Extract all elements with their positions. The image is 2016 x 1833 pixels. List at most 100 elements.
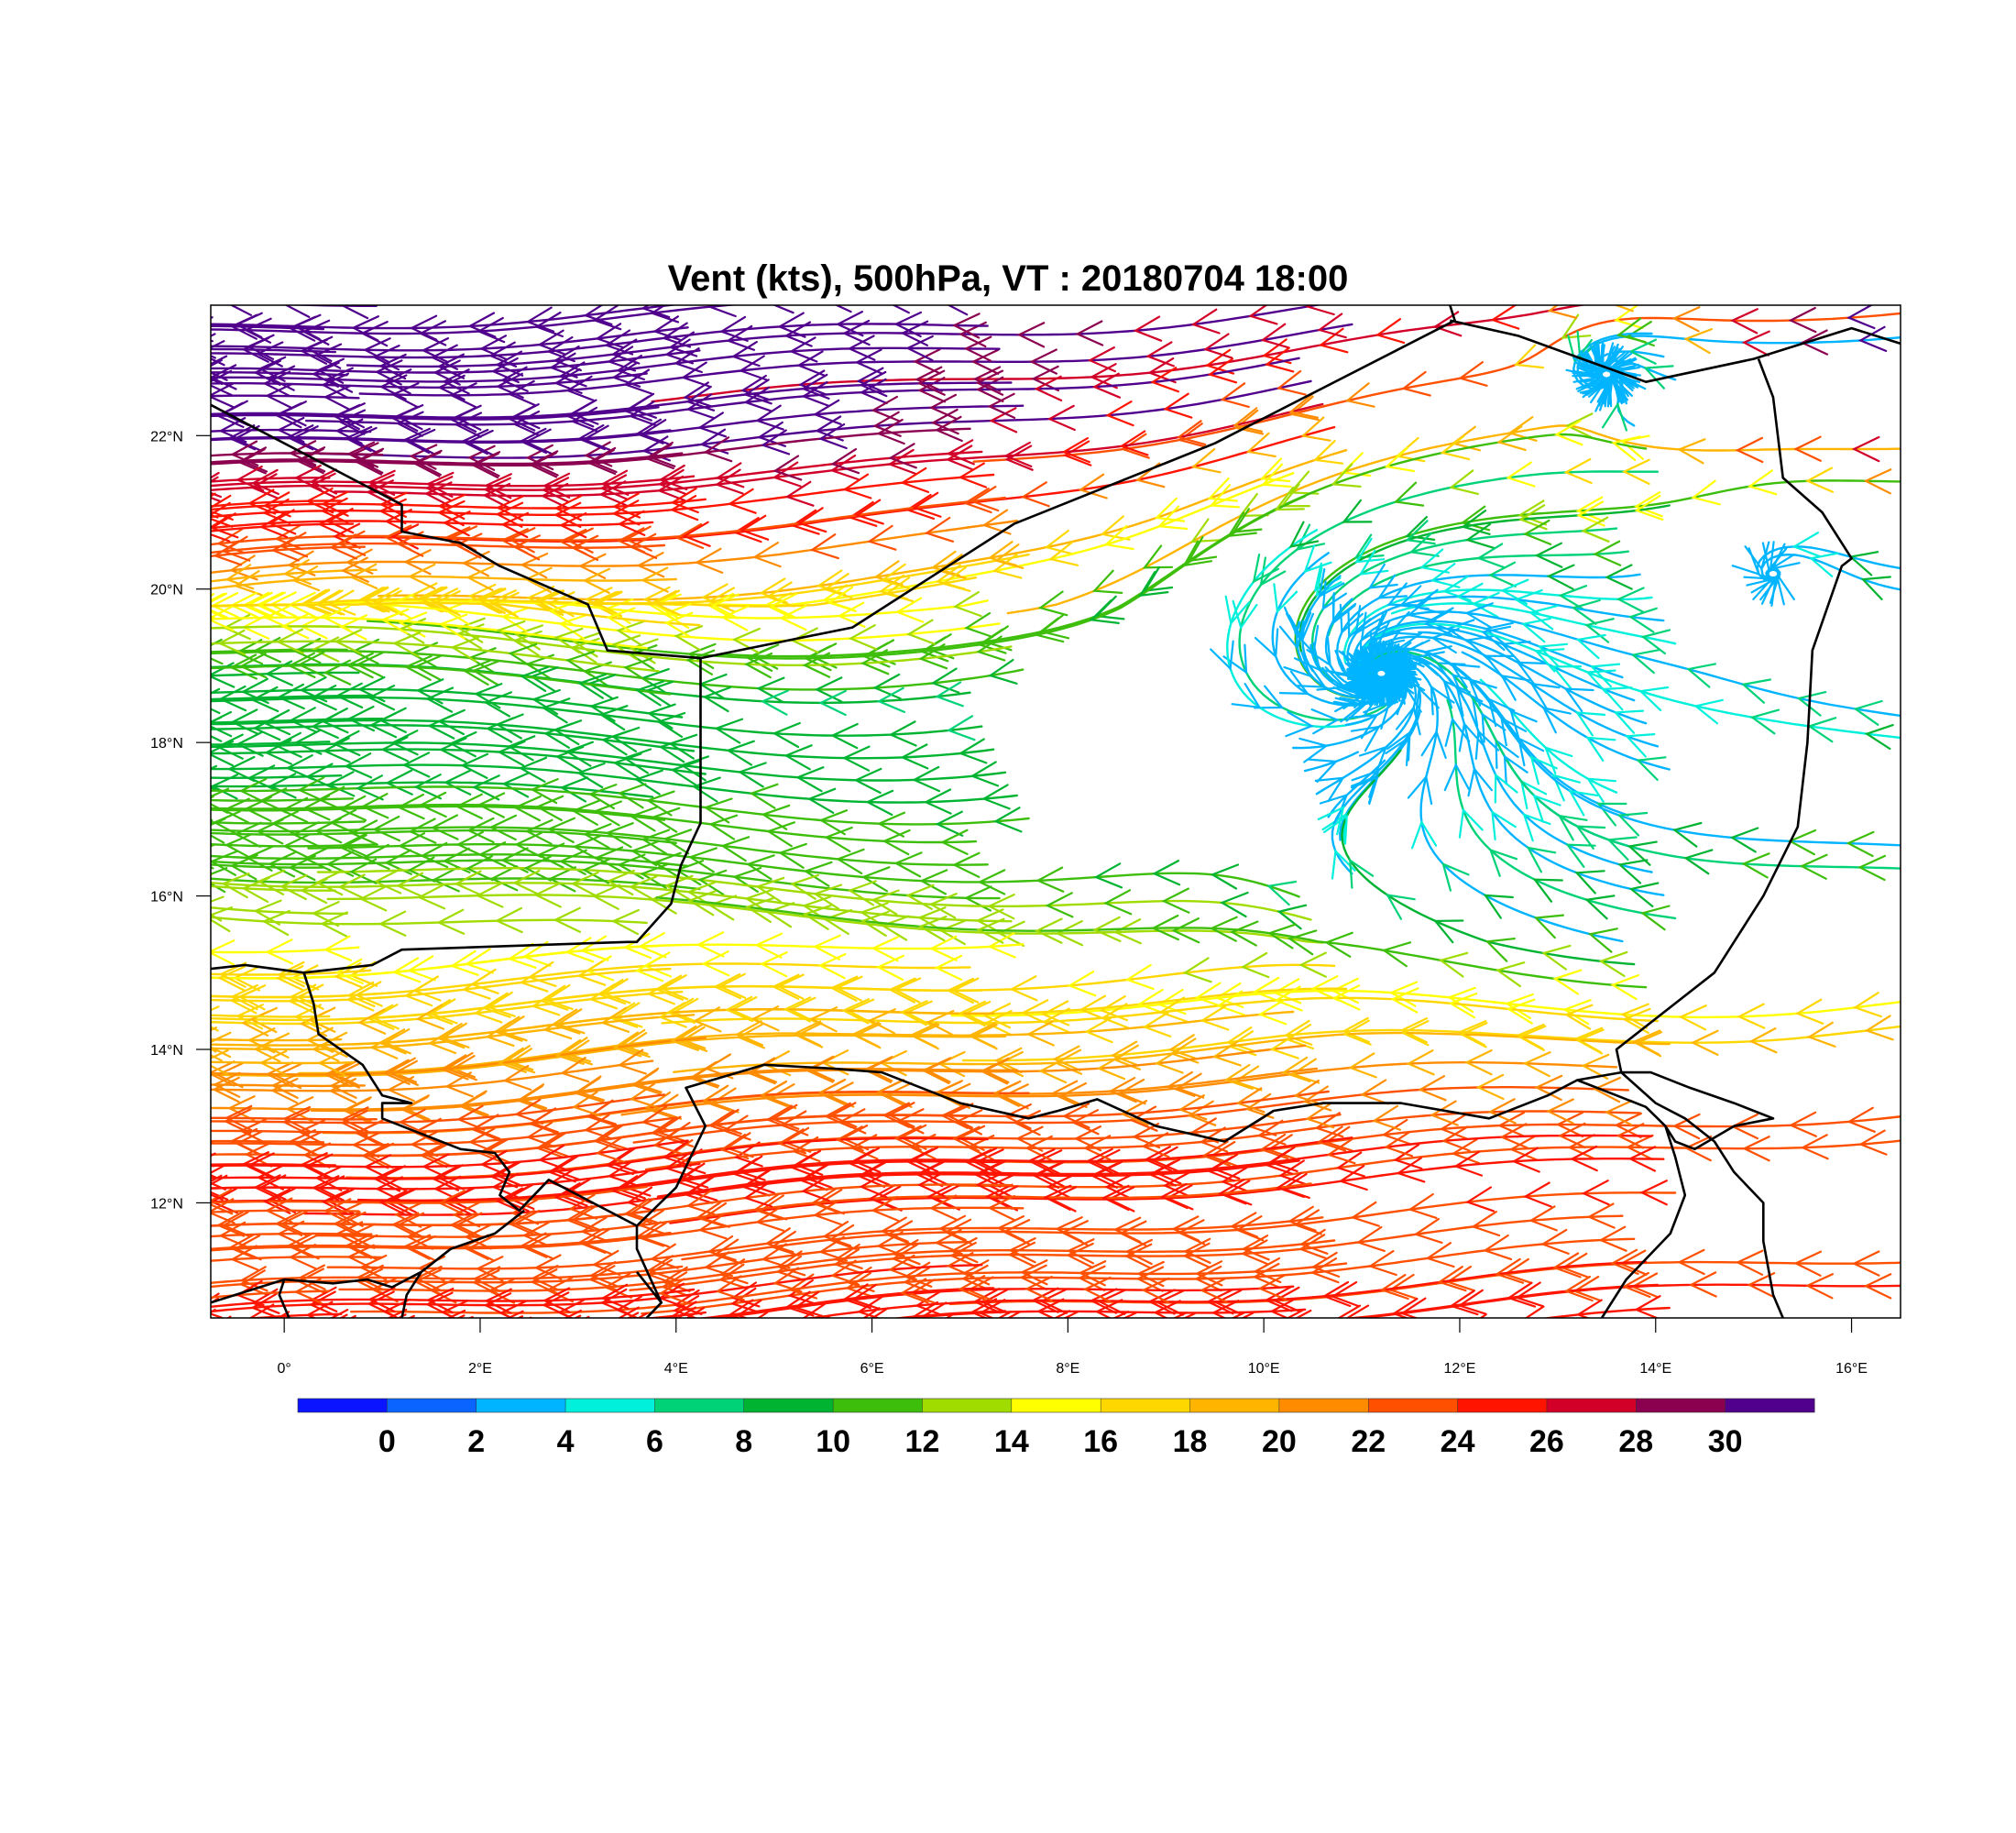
wind-arrow: [173, 1129, 198, 1153]
colorbar-label: 30: [1708, 1424, 1743, 1459]
wind-arrow: [189, 594, 214, 618]
wind-arrow: [1312, 709, 1338, 733]
wind-arrow: [331, 1316, 356, 1340]
wind-arrow: [447, 1317, 472, 1341]
lon-tick-label: 10°E: [1248, 1361, 1280, 1377]
wind-arrow: [183, 450, 209, 474]
wind-arrow: [179, 1131, 203, 1155]
wind-arrow: [807, 1316, 834, 1340]
wind-arrow: [1287, 1311, 1312, 1334]
wind-arrow: [188, 317, 213, 341]
wind-arrow: [1907, 299, 1933, 323]
colorbar-label: 10: [816, 1424, 850, 1459]
wind-arrow: [564, 1317, 589, 1341]
wind-arrow: [185, 1010, 210, 1034]
lon-tick-label: 6°E: [860, 1361, 884, 1377]
wind-arrow: [686, 1320, 712, 1344]
wind-arrow: [174, 1250, 200, 1274]
lat-tick-label: 22°N: [150, 429, 183, 445]
wind-arrow: [744, 1312, 771, 1336]
colorbar-box: [1012, 1399, 1101, 1412]
colorbar-box: [1101, 1399, 1190, 1412]
wind-arrow: [440, 1311, 465, 1334]
wind-arrow: [692, 1332, 718, 1356]
wind-arrow: [179, 312, 203, 335]
wind-arrow: [1919, 585, 1945, 609]
colorbar-box: [565, 1399, 655, 1412]
wind-arrow: [1811, 554, 1838, 576]
wind-arrow: [1907, 562, 1934, 586]
wind-arrow: [509, 1339, 534, 1363]
wind-arrow: [626, 1336, 652, 1360]
wind-arrow: [634, 1337, 660, 1361]
wind-arrow: [174, 852, 200, 876]
colorbar-box: [833, 1399, 923, 1412]
colorbar-box: [1368, 1399, 1458, 1412]
lon-tick-label: 8°E: [1056, 1361, 1079, 1377]
colorbar-box: [477, 1399, 566, 1412]
wind-arrow: [439, 1315, 464, 1339]
wind-arrow: [178, 1239, 203, 1263]
wind-arrow: [172, 1238, 198, 1262]
wind-streamline: [1448, 700, 1676, 918]
colorbar-label: 6: [646, 1424, 663, 1459]
wind-arrow: [177, 965, 202, 989]
wind-arrow: [556, 1311, 581, 1334]
wind-arrow: [183, 1119, 208, 1143]
wind-arrow: [1057, 1334, 1081, 1357]
wind-arrow: [192, 1310, 217, 1334]
wind-streamline: [163, 1014, 330, 1016]
wind-arrow: [1606, 287, 1632, 311]
wind-arrow: [174, 711, 199, 735]
wind-streamline: [1419, 632, 1646, 723]
wind-arrow: [182, 452, 208, 476]
wind-streamlines: [162, 287, 1957, 1364]
wind-arrow: [180, 1004, 204, 1027]
colorbar-box: [387, 1399, 477, 1412]
wind-arrow: [1220, 1312, 1244, 1336]
wind-arrow: [1919, 322, 1945, 346]
wind-arrow: [1278, 1311, 1304, 1334]
wind-arrow: [179, 642, 203, 665]
wind-arrow: [1228, 1313, 1253, 1337]
wind-arrow: [185, 1152, 211, 1176]
wind-arrow: [1308, 291, 1334, 314]
lon-tick-label: 14°E: [1639, 1361, 1671, 1377]
wind-arrow: [1912, 1249, 1938, 1273]
wind-arrow: [1232, 1335, 1256, 1359]
wind-arrow: [1045, 1311, 1069, 1334]
colorbar-box: [1279, 1399, 1369, 1412]
wind-streamline: [674, 1033, 1670, 1072]
wind-arrow: [1912, 709, 1939, 733]
wind-arrow: [1516, 346, 1543, 368]
wind-arrow: [183, 1275, 209, 1299]
lat-tick-label: 20°N: [150, 583, 183, 598]
wind-arrow: [498, 1312, 522, 1335]
wind-arrow: [1912, 985, 1939, 1009]
wind-arrow: [184, 1271, 210, 1295]
wind-arrow: [506, 1318, 531, 1342]
wind-arrow: [684, 1331, 709, 1355]
wind-arrow: [1924, 1272, 1950, 1296]
wind-streamline: [657, 897, 1647, 987]
wind-arrow: [186, 874, 212, 898]
wind-arrow: [999, 1334, 1024, 1358]
wind-arrow: [334, 1338, 360, 1362]
wind-streamline: [162, 783, 652, 797]
wind-arrow: [1638, 757, 1666, 780]
wind-arrow: [1054, 1312, 1079, 1335]
colorbar-label: 14: [994, 1424, 1029, 1459]
wind-arrow: [1924, 732, 1950, 756]
lon-tick-label: 16°E: [1835, 1361, 1868, 1377]
wind-streamline: [715, 1285, 1658, 1356]
colorbar-box: [1190, 1399, 1280, 1412]
wind-arrow: [207, 1323, 233, 1346]
wind-arrow: [826, 288, 850, 312]
wind-arrow: [1460, 724, 1483, 752]
wind-arrow: [1112, 1312, 1136, 1336]
colorbar-box: [1458, 1399, 1548, 1412]
wind-arrow: [756, 1336, 782, 1360]
wind-arrow: [1299, 739, 1326, 763]
colorbar-label: 8: [735, 1424, 752, 1459]
wind-arrow: [171, 1096, 196, 1120]
